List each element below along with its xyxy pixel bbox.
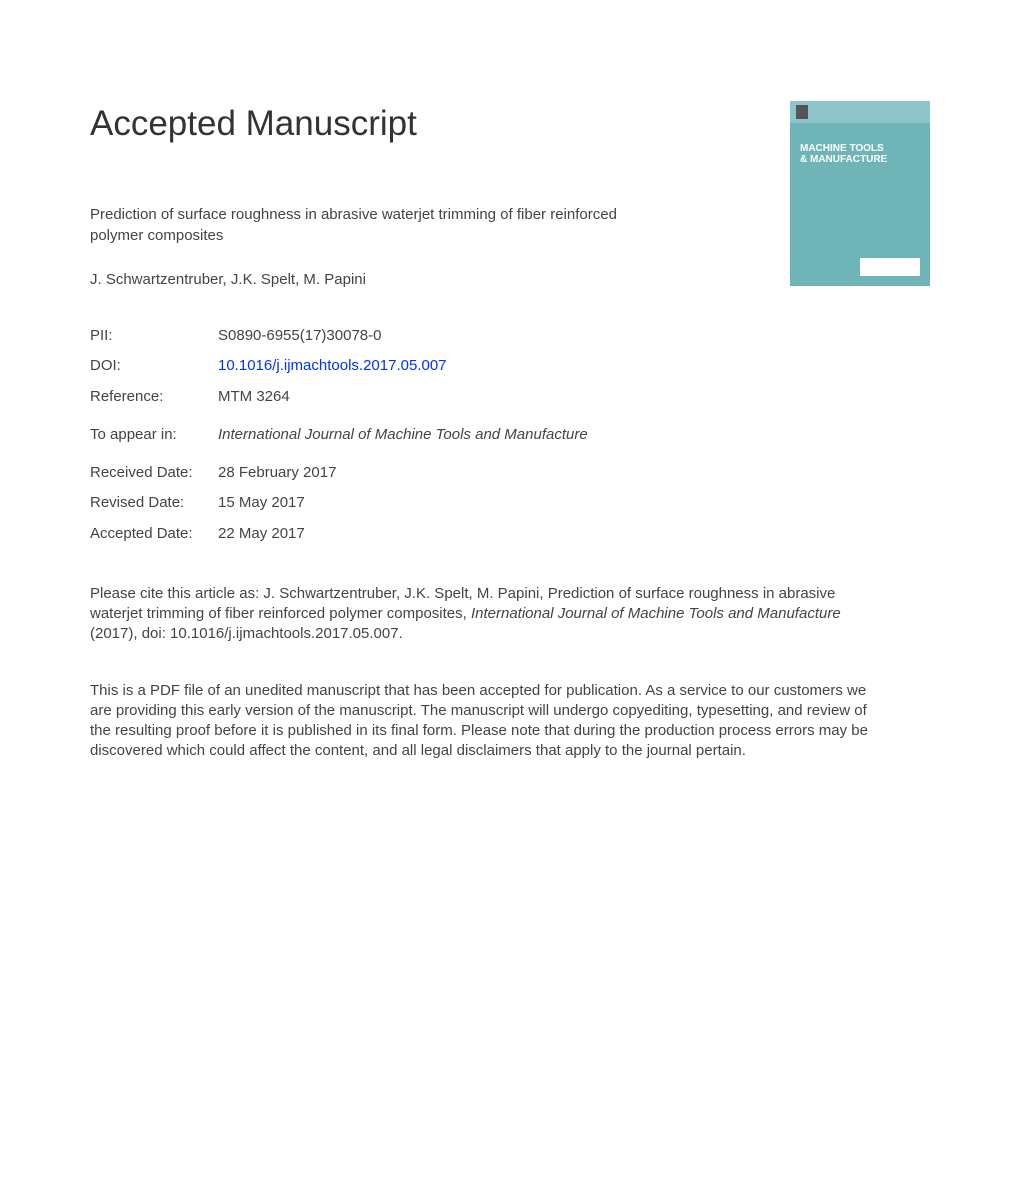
meta-row-reference: Reference: MTM 3264	[90, 387, 930, 407]
citation-journal-italic: International Journal of Machine Tools a…	[471, 605, 841, 622]
header-text-block: Prediction of surface roughness in abras…	[90, 205, 710, 320]
pii-label: PII:	[90, 326, 218, 346]
article-authors: J. Schwartzentruber, J.K. Spelt, M. Papi…	[90, 270, 670, 290]
dates-block: Received Date: 28 February 2017 Revised …	[90, 463, 930, 544]
accepted-value: 22 May 2017	[218, 524, 305, 544]
meta-row-pii: PII: S0890-6955(17)30078-0	[90, 326, 930, 346]
meta-row-doi: DOI: 10.1016/j.ijmachtools.2017.05.007	[90, 356, 930, 376]
cover-header-strip	[790, 101, 930, 123]
doi-link[interactable]: 10.1016/j.ijmachtools.2017.05.007	[218, 356, 447, 376]
disclaimer-paragraph: This is a PDF file of an unedited manusc…	[90, 681, 890, 762]
revised-value: 15 May 2017	[218, 493, 305, 513]
pii-value: S0890-6955(17)30078-0	[218, 326, 381, 346]
article-title: Prediction of surface roughness in abras…	[90, 205, 670, 246]
reference-label: Reference:	[90, 387, 218, 407]
reference-value: MTM 3264	[218, 387, 290, 407]
appear-journal: International Journal of Machine Tools a…	[218, 425, 588, 445]
cover-title: MACHINE TOOLS & MANUFACTURE	[800, 143, 920, 165]
doi-label: DOI:	[90, 356, 218, 376]
received-value: 28 February 2017	[218, 463, 336, 483]
journal-cover-thumbnail: MACHINE TOOLS & MANUFACTURE	[790, 101, 930, 286]
meta-row-appear-in: To appear in: International Journal of M…	[90, 425, 930, 445]
meta-row-accepted: Accepted Date: 22 May 2017	[90, 524, 930, 544]
cover-title-line1: MACHINE TOOLS	[800, 143, 920, 154]
meta-row-revised: Revised Date: 15 May 2017	[90, 493, 930, 513]
publisher-logo-icon	[796, 105, 808, 119]
cover-title-line2: & MANUFACTURE	[800, 154, 920, 165]
accepted-label: Accepted Date:	[90, 524, 218, 544]
received-label: Received Date:	[90, 463, 218, 483]
meta-row-received: Received Date: 28 February 2017	[90, 463, 930, 483]
appear-label: To appear in:	[90, 425, 218, 445]
cover-footer-box	[860, 258, 920, 276]
revised-label: Revised Date:	[90, 493, 218, 513]
metadata-block: PII: S0890-6955(17)30078-0 DOI: 10.1016/…	[90, 326, 930, 544]
citation-paragraph: Please cite this article as: J. Schwartz…	[90, 584, 870, 645]
header-row: Prediction of surface roughness in abras…	[90, 205, 930, 320]
citation-suffix: (2017), doi: 10.1016/j.ijmachtools.2017.…	[90, 625, 403, 642]
